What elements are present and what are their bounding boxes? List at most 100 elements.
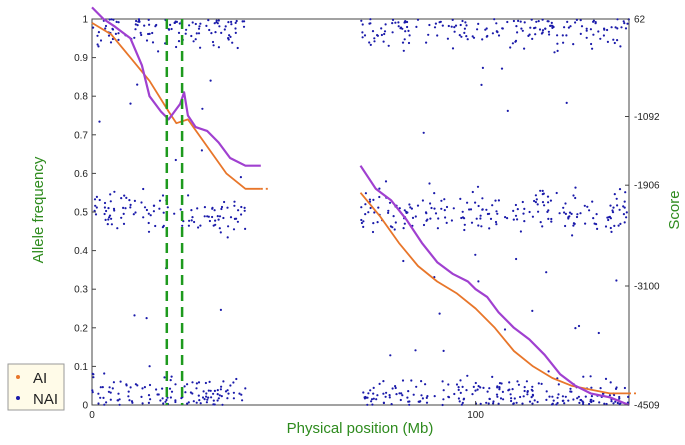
scatter-point	[528, 400, 532, 403]
scatter-point	[412, 393, 415, 396]
scatter-point	[129, 386, 132, 389]
scatter-point	[509, 46, 512, 49]
scatter-point	[224, 390, 228, 393]
scatter-point	[395, 393, 398, 396]
scatter-point	[586, 205, 589, 208]
scatter-point	[537, 210, 540, 213]
scatter-point	[474, 201, 477, 204]
scatter-point	[433, 26, 437, 29]
scatter-point	[617, 224, 620, 227]
scatter-point	[447, 24, 450, 28]
scatter-point	[187, 401, 190, 404]
scatter-point	[372, 397, 375, 400]
scatter-point	[136, 384, 139, 387]
scatter-point	[541, 225, 544, 228]
scatter-point	[495, 223, 498, 226]
scatter-point	[443, 198, 446, 201]
scatter-point	[197, 32, 201, 35]
scatter-point	[372, 386, 375, 389]
scatter-point	[565, 101, 568, 104]
y-tick-label-left: 0.2	[74, 323, 88, 334]
scatter-point	[425, 41, 428, 44]
scatter-point	[550, 220, 553, 223]
scatter-point	[577, 395, 581, 398]
scatter-point	[531, 37, 534, 41]
scatter-point	[504, 216, 507, 219]
scatter-point	[137, 18, 141, 21]
scatter-point	[195, 32, 198, 35]
scatter-point	[369, 18, 372, 21]
y-tick-label-right: 62	[634, 15, 646, 26]
scatter-point	[229, 384, 232, 387]
scatter-point	[590, 400, 593, 404]
scatter-point	[516, 380, 519, 383]
scatter-point	[387, 209, 390, 212]
y-tick-label-left: 0.9	[74, 53, 88, 64]
scatter-point	[91, 389, 94, 392]
scatter-point	[496, 395, 499, 398]
scatter-point	[477, 204, 480, 208]
scatter-point	[224, 25, 227, 28]
scatter-point	[457, 397, 460, 400]
scatter-point	[461, 19, 464, 23]
scatter-point	[382, 401, 385, 404]
scatter-point	[375, 398, 378, 401]
scatter-point	[118, 403, 121, 406]
scatter-point	[541, 189, 544, 192]
scatter-point	[506, 109, 509, 112]
scatter-point	[496, 386, 499, 389]
scatter-point	[101, 386, 104, 389]
scatter-point	[368, 198, 371, 201]
scatter-point	[113, 209, 116, 212]
scatter-point	[364, 192, 367, 195]
scatter-point	[535, 198, 538, 201]
scatter-point	[218, 25, 221, 28]
scatter-point	[625, 216, 628, 219]
scatter-point	[626, 401, 630, 404]
y-tick-label-left: 0.8	[74, 92, 88, 103]
scatter-point	[612, 206, 615, 209]
scatter-point	[211, 215, 214, 219]
scatter-point	[592, 217, 595, 220]
scatter-point	[380, 27, 383, 30]
scatter-point	[567, 215, 570, 218]
scatter-point	[360, 206, 363, 209]
scatter-point	[474, 381, 477, 385]
scatter-point	[450, 219, 453, 222]
scatter-point	[157, 50, 160, 53]
scatter-point	[563, 402, 566, 405]
scatter-point	[383, 30, 387, 33]
scatter-point	[212, 224, 215, 227]
scatter-point	[552, 399, 555, 402]
scatter-point	[434, 22, 437, 25]
scatter-point	[392, 215, 395, 218]
scatter-point	[573, 222, 576, 225]
scatter-point	[564, 212, 568, 215]
scatter-point	[487, 402, 490, 405]
y-tick-label-left: 0	[82, 401, 88, 412]
scatter-point	[216, 215, 219, 218]
scatter-point	[226, 206, 229, 209]
scatter-point	[564, 395, 567, 398]
scatter-point	[577, 324, 581, 328]
scatter-point	[531, 309, 534, 312]
scatter-point	[454, 24, 458, 27]
scatter-point	[169, 23, 172, 26]
scatter-point	[133, 199, 136, 202]
scatter-point	[360, 221, 363, 225]
scatter-point	[387, 44, 390, 47]
scatter-point	[120, 197, 123, 200]
scatter-point	[440, 199, 443, 202]
scatter-point	[558, 212, 561, 215]
scatter-point	[555, 191, 558, 195]
scatter-point	[214, 219, 217, 222]
scatter-point	[116, 227, 119, 230]
scatter-point	[368, 41, 371, 44]
scatter-point	[538, 28, 542, 31]
scatter-point	[485, 35, 488, 38]
scatter-point	[450, 25, 453, 28]
scatter-point	[191, 381, 194, 384]
scatter-point	[619, 45, 622, 48]
scatter-point	[623, 221, 626, 224]
scatter-point	[565, 34, 568, 37]
